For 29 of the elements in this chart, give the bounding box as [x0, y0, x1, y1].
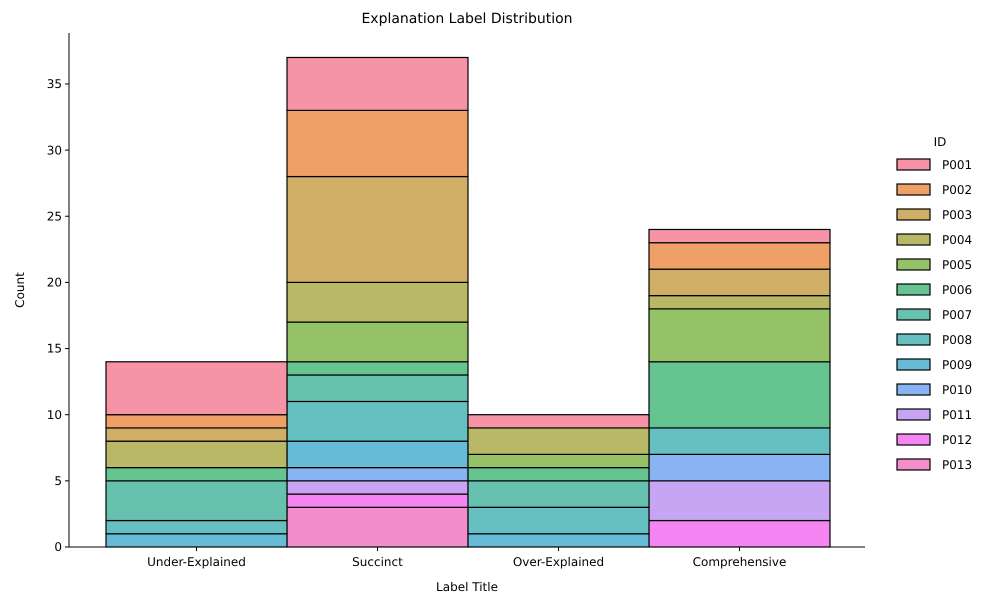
y-tick-label: 25	[46, 209, 62, 224]
y-tick-label: 20	[46, 276, 62, 290]
y-axis-title: Count	[13, 272, 27, 308]
legend-label: P006	[942, 283, 972, 298]
legend-label: P012	[942, 433, 972, 448]
y-tick-label: 35	[46, 77, 62, 92]
legend-label: P009	[942, 358, 972, 372]
legend-label: P001	[942, 158, 972, 172]
legend-label: P004	[942, 233, 972, 248]
legend-label: P008	[942, 333, 972, 348]
x-tick-label: Comprehensive	[692, 555, 786, 569]
chart-title: Explanation Label Distribution	[361, 11, 573, 27]
legend-label: P010	[942, 383, 972, 398]
x-tick-label: Succinct	[352, 555, 404, 569]
x-axis-title: Label Title	[436, 580, 498, 594]
x-tick-label: Over-Explained	[512, 555, 604, 569]
legend-label: P003	[942, 208, 972, 222]
legend-label: P013	[942, 458, 972, 472]
y-tick-label: 0	[54, 540, 62, 554]
y-tick-label: 15	[46, 342, 62, 356]
legend-label: P002	[942, 183, 972, 198]
y-tick-label: 10	[46, 408, 62, 422]
legend-label: P005	[942, 258, 972, 272]
legend-label: P011	[942, 408, 972, 422]
legend-label: P007	[942, 308, 972, 322]
y-tick-label: 30	[46, 143, 62, 158]
x-tick-label: Under-Explained	[147, 555, 246, 569]
y-tick-label: 5	[54, 474, 62, 488]
legend-title: ID	[934, 135, 946, 149]
